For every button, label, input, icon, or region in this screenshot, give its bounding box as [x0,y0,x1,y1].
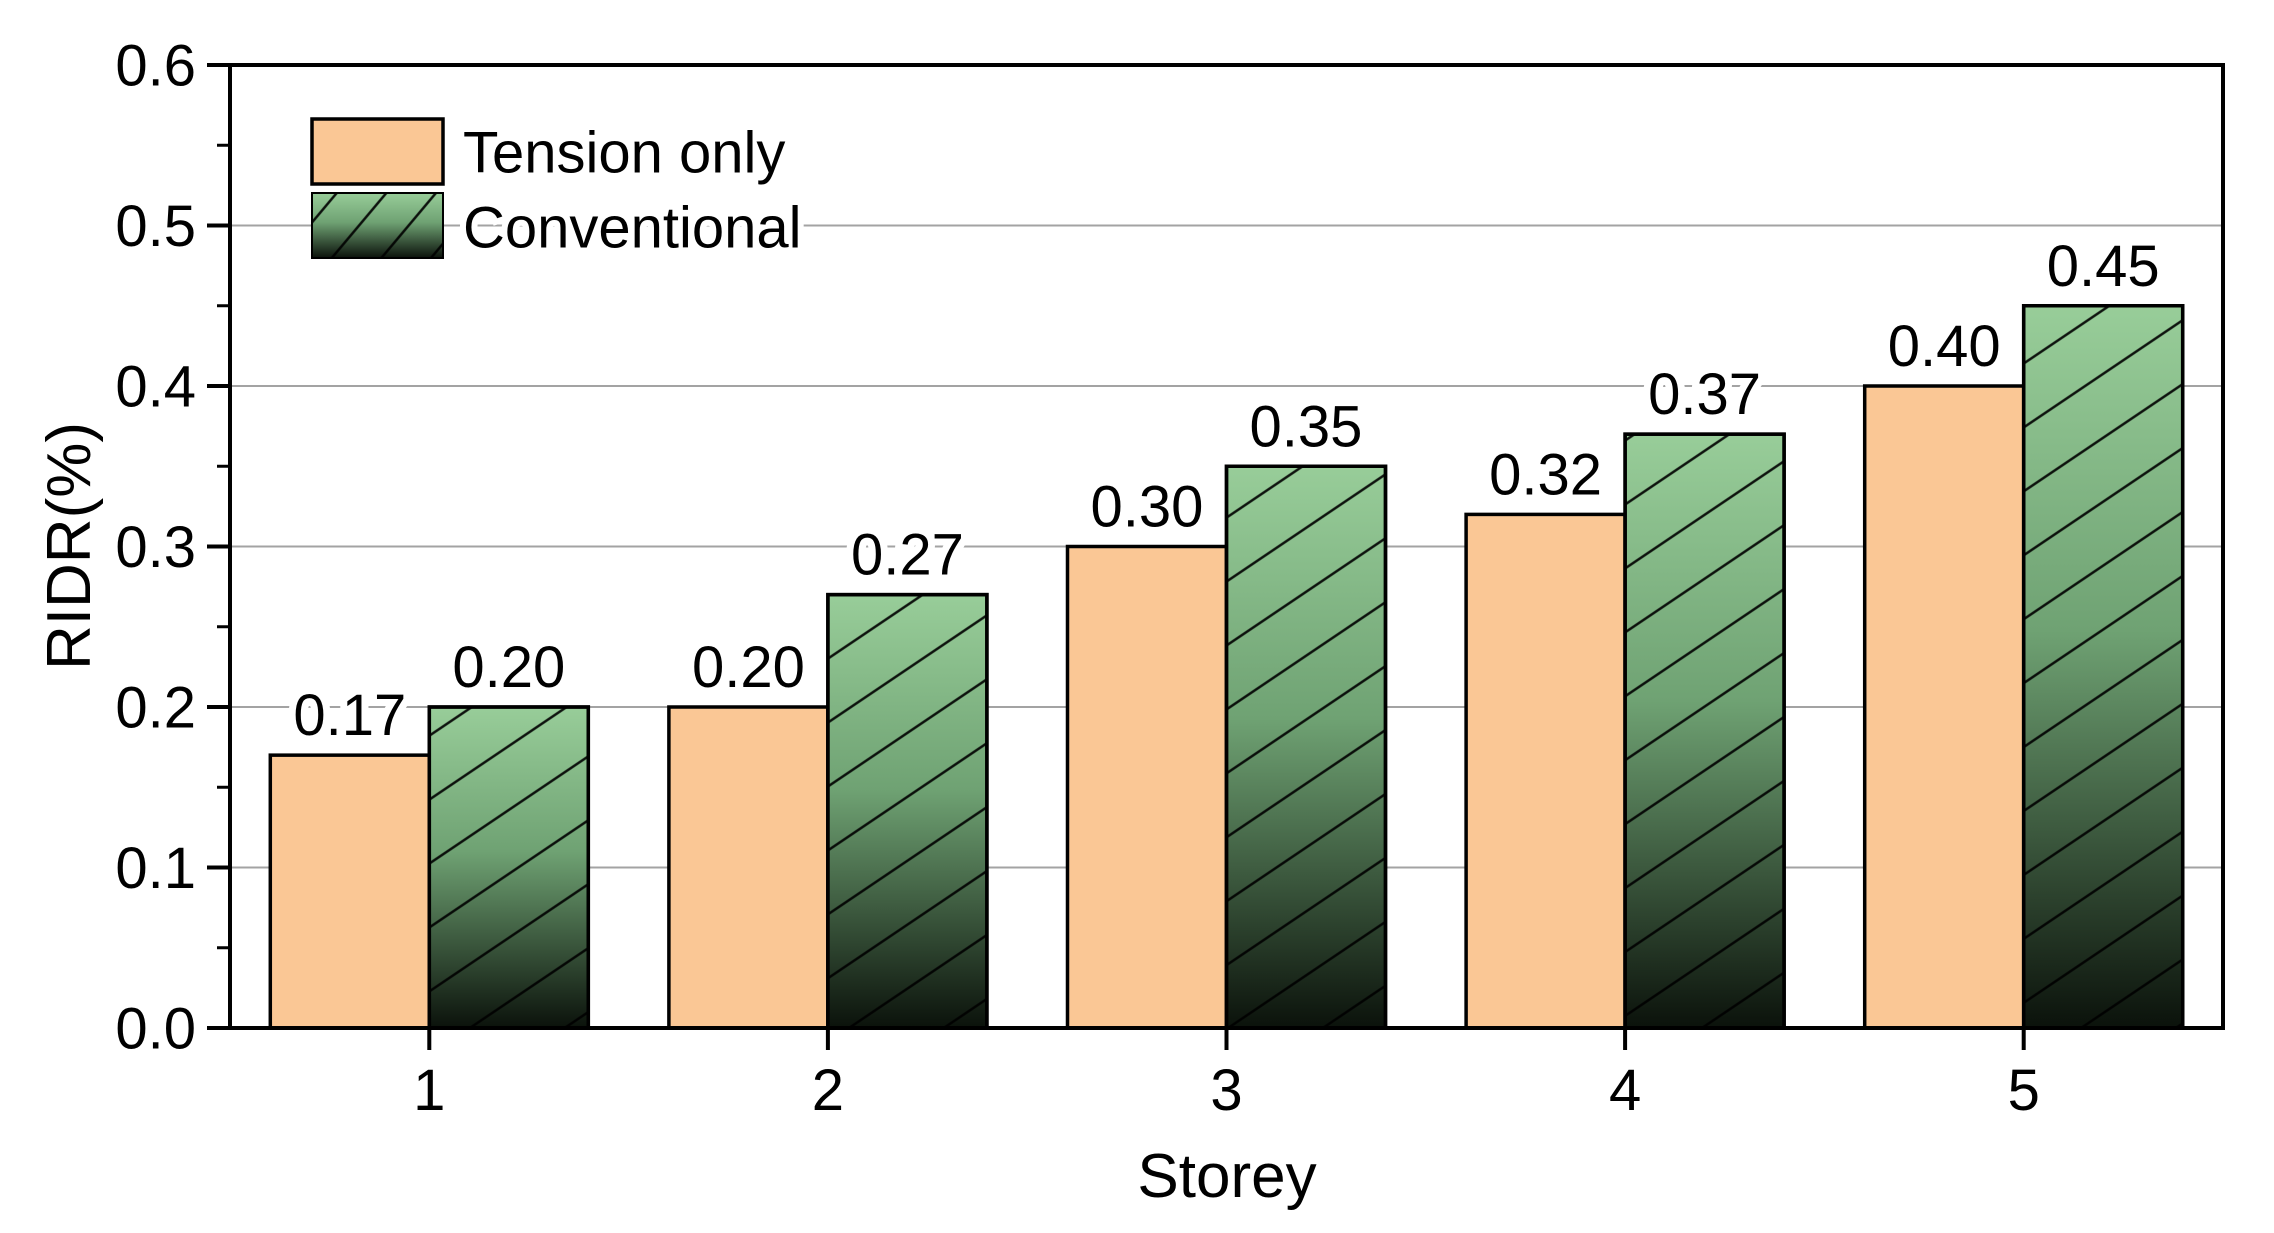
y-tick-label-0.0: 0.0 [115,996,196,1061]
bar-tension-only-3 [1065,544,1229,1030]
axis-tick-labels: 0.0 0.1 0.2 0.3 0.4 0.5 0.6 1 2 3 4 5 [115,33,2039,1123]
legend-swatch-tension-only [310,117,445,186]
bar-conventional-hatch-3 [1224,464,1388,1030]
legend-label-tension-only: Tension only [463,120,785,185]
value-label-conventional-2: 0.27 [851,523,964,588]
bar-tension-only-1 [268,753,432,1030]
x-tick-label-5: 5 [2008,1058,2040,1123]
legend-label-conventional: Conventional [463,195,802,260]
bar-tension-only-2 [667,705,830,1030]
x-axis-title: Storey [1137,1142,1316,1211]
y-tick-label-0.6: 0.6 [115,33,196,98]
x-tick-label-1: 1 [413,1058,445,1123]
bar-value-labels: 0.17 0.20 0.20 0.27 0.30 0.35 0.32 0.37 0.40 0.45 [286,227,2166,755]
value-label-tension-only-1: 0.17 [293,683,406,748]
y-tick-label-0.5: 0.5 [115,194,196,259]
legend-item-conventional: Conventional [311,189,808,266]
y-tick-label-0.1: 0.1 [115,836,196,901]
legend: Tension only Conventional [310,114,808,266]
bar-conventional-hatch-4 [1623,432,1786,1030]
bars [268,304,2185,1030]
bar-tension-only-4 [1464,512,1627,1030]
bar-conventional-hatch-5 [2021,304,2185,1030]
legend-item-tension-only: Tension only [310,114,791,191]
axis-ticks [207,63,2026,1050]
x-tick-label-4: 4 [1609,1058,1641,1123]
value-label-conventional-4: 0.37 [1648,362,1761,427]
y-axis-title: RIDR(%) [35,422,104,670]
bar-conventional-hatch-2 [826,592,989,1030]
bar-conventional-hatch-1 [427,705,591,1030]
value-label-conventional-3: 0.35 [1250,394,1363,459]
value-label-conventional-1: 0.20 [452,635,565,700]
value-label-tension-only-3: 0.30 [1091,475,1204,540]
x-tick-label-2: 2 [812,1058,844,1123]
y-tick-label-0.4: 0.4 [115,354,196,419]
value-label-tension-only-5: 0.40 [1888,314,2001,379]
legend-swatch-conventional-hatch [311,192,444,259]
value-label-tension-only-2: 0.20 [692,635,805,700]
value-label-conventional-5: 0.45 [2047,234,2160,299]
bar-tension-only-5 [1862,384,2026,1030]
y-tick-label-0.2: 0.2 [115,675,196,740]
y-tick-label-0.3: 0.3 [115,515,196,580]
x-tick-label-3: 3 [1210,1058,1242,1123]
value-label-tension-only-4: 0.32 [1489,442,1602,507]
